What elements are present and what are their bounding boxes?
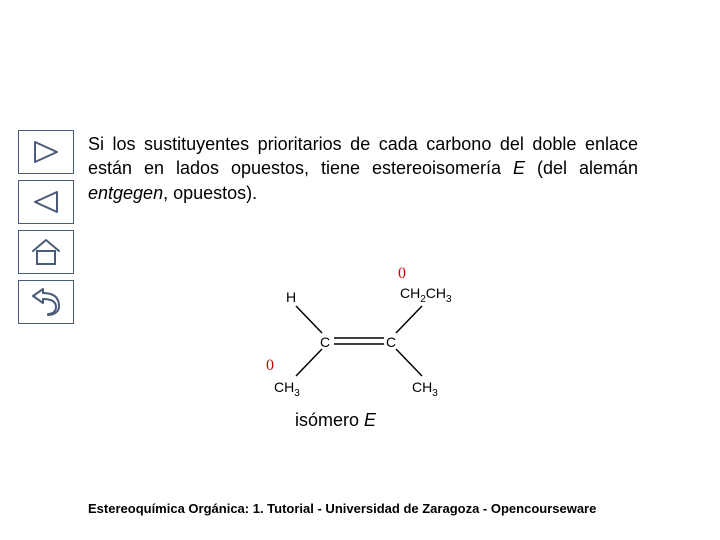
text-p5: , opuestos). <box>163 183 257 203</box>
atom-h: H <box>286 289 296 305</box>
atom-c-left: C <box>320 334 330 350</box>
nav-home-button[interactable] <box>18 230 74 274</box>
nav-sidebar <box>18 130 74 324</box>
chemical-diagram: C C H CH2CH3 CH3 CH3 0 0 <box>250 260 470 420</box>
priority-zero-left: 0 <box>266 357 274 374</box>
text-e: E <box>513 158 525 178</box>
atom-ch3-right: CH3 <box>412 379 438 399</box>
atom-ch3-left: CH3 <box>274 379 300 399</box>
back-icon <box>29 189 63 215</box>
atom-c-right: C <box>386 334 396 350</box>
nav-back-button[interactable] <box>18 180 74 224</box>
atom-ch2ch3: CH2CH3 <box>400 285 452 305</box>
nav-return-button[interactable] <box>18 280 74 324</box>
priority-zero-right: 0 <box>398 265 406 282</box>
diagram-caption: isómero E <box>295 410 376 431</box>
return-icon <box>29 287 63 317</box>
body-text: Si los sustituyentes prioritarios de cad… <box>88 132 638 205</box>
home-icon <box>29 237 63 267</box>
footer-text: Estereoquímica Orgánica: 1. Tutorial - U… <box>88 501 688 516</box>
text-entgegen: entgegen <box>88 183 163 203</box>
text-p3: (del alemán <box>525 158 638 178</box>
caption-e: E <box>364 410 376 430</box>
nav-forward-button[interactable] <box>18 130 74 174</box>
caption-prefix: isómero <box>295 410 364 430</box>
forward-icon <box>29 139 63 165</box>
